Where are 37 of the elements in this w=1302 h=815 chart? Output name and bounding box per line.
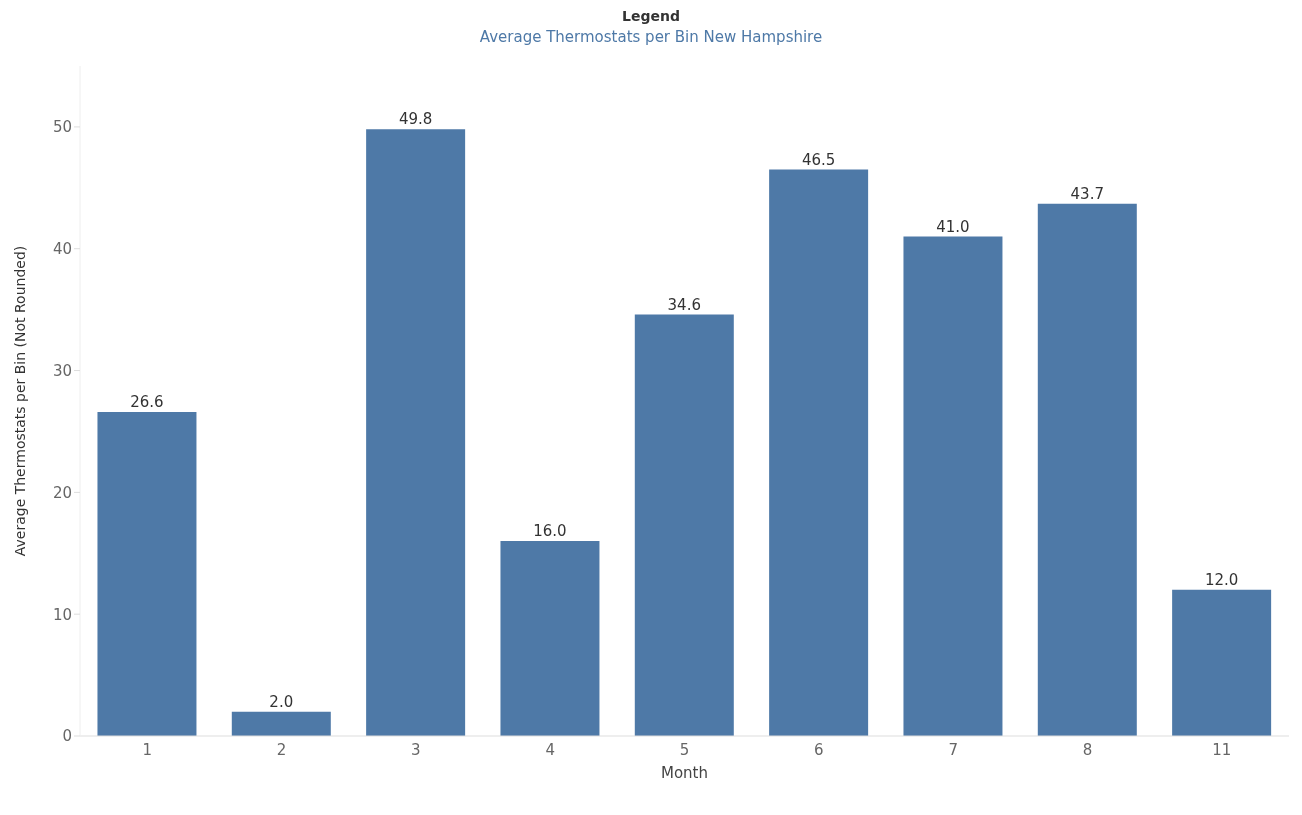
x-axis-title: Month	[660, 764, 709, 782]
bar	[1037, 203, 1137, 736]
bar	[1172, 589, 1272, 736]
chart-title: Legend	[621, 8, 681, 24]
data-label: 16.0	[533, 522, 567, 541]
bar	[903, 236, 1003, 736]
bar	[500, 541, 600, 736]
data-label: 49.8	[398, 110, 433, 129]
x-tick-label: 2	[276, 740, 287, 759]
x-tick-label: 5	[679, 740, 690, 759]
y-tick-label: 50	[52, 118, 72, 137]
bar	[366, 129, 466, 736]
x-tick-label: 3	[411, 740, 421, 759]
data-label: 2.0	[269, 692, 294, 711]
y-axis-title: Average Thermostats per Bin (Not Rounded)	[11, 245, 28, 557]
x-tick-label: 8	[1082, 740, 1093, 759]
data-label: 26.6	[130, 392, 164, 411]
bar	[97, 411, 197, 736]
bar	[634, 314, 734, 736]
bar	[231, 711, 331, 736]
y-tick-label: 10	[52, 605, 72, 624]
y-tick-label: 20	[52, 483, 72, 502]
y-tick-label: 30	[52, 361, 72, 380]
data-label: 43.7	[1070, 184, 1104, 203]
data-label: 12.0	[1204, 570, 1239, 589]
y-tick-label: 40	[52, 240, 72, 259]
data-label: 34.6	[667, 295, 701, 314]
chart-subtitle: Average Thermostats per Bin New Hampshire	[478, 28, 824, 46]
data-label: 41.0	[936, 217, 970, 236]
x-tick-label: 11	[1212, 740, 1232, 759]
data-label: 46.5	[801, 150, 836, 169]
y-tick-label: 0	[62, 727, 72, 746]
x-tick-label: 4	[545, 740, 555, 759]
x-tick-label: 1	[142, 740, 152, 759]
bar	[769, 169, 869, 736]
x-tick-label: 7	[948, 740, 958, 759]
x-tick-label: 6	[814, 740, 824, 759]
